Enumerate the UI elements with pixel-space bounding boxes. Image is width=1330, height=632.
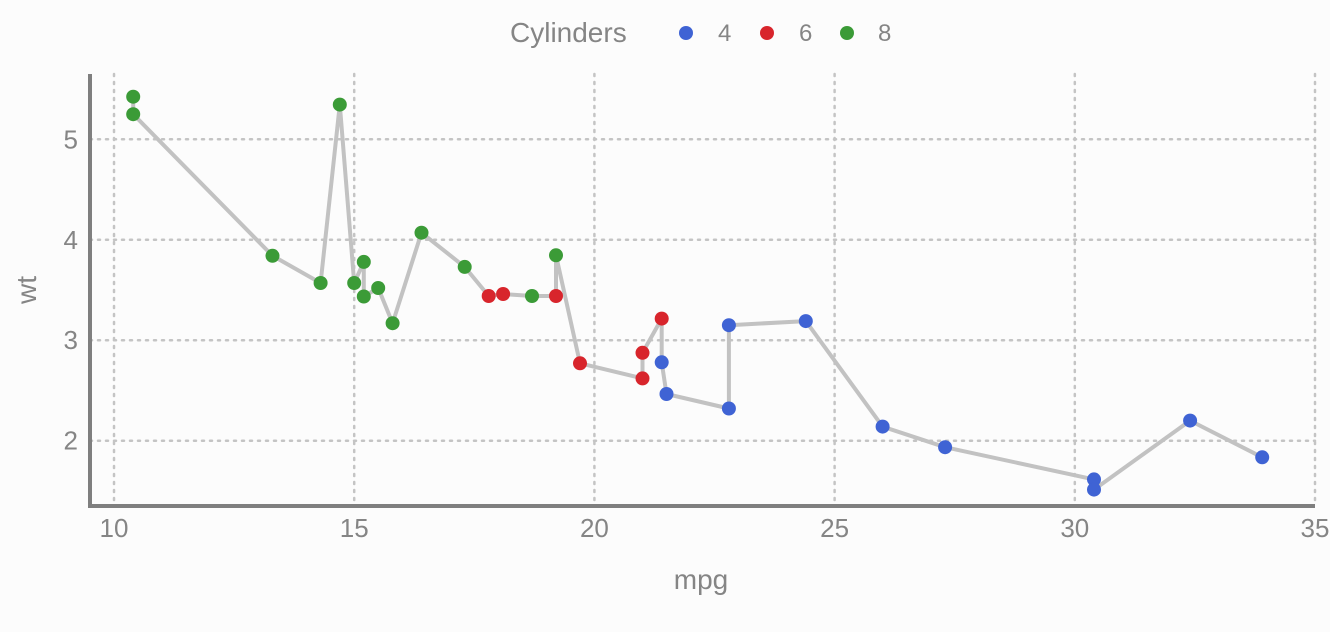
legend-swatch-6 — [760, 26, 774, 40]
y-axis-title: wt — [11, 276, 42, 305]
data-point-cyl-4 — [659, 387, 674, 401]
data-point-cyl-4 — [654, 355, 669, 370]
legend-label-6: 6 — [799, 20, 812, 47]
x-tick-label: 15 — [340, 513, 369, 543]
legend: Cylinders 4 6 8 — [510, 17, 891, 48]
data-point-cyl-8 — [414, 225, 429, 240]
data-point-cyl-4 — [1087, 472, 1101, 487]
data-point-cyl-4 — [1255, 450, 1270, 465]
data-point-cyl-4 — [1183, 413, 1198, 428]
grid — [88, 72, 1317, 508]
x-tick-label: 30 — [1060, 513, 1089, 543]
data-point-cyl-8 — [457, 259, 472, 274]
connecting-line-path — [131, 96, 1264, 492]
x-tick-label: 20 — [580, 513, 609, 543]
legend-label-8: 8 — [878, 20, 891, 47]
x-tick-labels: 10 15 20 25 30 35 — [100, 513, 1330, 543]
data-point-cyl-8 — [347, 276, 362, 290]
x-tick-label: 35 — [1301, 513, 1330, 543]
data-point-cyl-8 — [371, 281, 386, 295]
data-point-cyl-6 — [496, 287, 511, 301]
data-point-cyl-8 — [385, 316, 400, 331]
data-point-cyl-8 — [313, 276, 328, 290]
data-point-cyl-8 — [126, 89, 141, 104]
data-point-cyl-4 — [721, 318, 736, 333]
legend-title: Cylinders — [510, 17, 627, 48]
axes — [88, 74, 1315, 508]
connecting-line — [131, 96, 1264, 492]
x-axis-title: mpg — [674, 564, 728, 595]
data-point-cyl-6 — [654, 311, 669, 326]
data-point-cyl-4 — [721, 401, 736, 416]
x-tick-label: 10 — [100, 513, 129, 543]
legend-label-4: 4 — [718, 20, 731, 47]
data-point-cyl-8 — [356, 254, 371, 269]
data-point-cyl-8 — [525, 289, 539, 303]
legend-swatch-8 — [840, 26, 854, 40]
data-point-cyl-6 — [635, 345, 650, 360]
y-tick-label: 5 — [64, 124, 78, 154]
data-point-cyl-4 — [798, 314, 813, 329]
data-point-cyl-4 — [938, 440, 953, 455]
data-point-cyl-6 — [481, 289, 496, 303]
data-points — [126, 89, 1270, 497]
data-point-cyl-4 — [1087, 482, 1101, 497]
data-point-cyl-6 — [573, 356, 587, 371]
y-tick-label: 2 — [64, 426, 78, 456]
x-tick-label: 25 — [820, 513, 849, 543]
data-point-cyl-6 — [549, 289, 563, 303]
data-point-cyl-8 — [332, 97, 347, 112]
y-tick-label: 3 — [64, 325, 78, 355]
legend-swatch-4 — [679, 26, 693, 40]
data-point-cyl-6 — [635, 371, 650, 386]
data-point-cyl-4 — [875, 419, 890, 434]
y-tick-label: 4 — [64, 225, 78, 255]
y-tick-labels: 2 3 4 5 — [64, 124, 78, 455]
data-point-cyl-8 — [549, 248, 563, 263]
data-point-cyl-8 — [126, 107, 141, 122]
data-point-cyl-8 — [356, 289, 371, 304]
data-point-cyl-8 — [265, 248, 280, 263]
